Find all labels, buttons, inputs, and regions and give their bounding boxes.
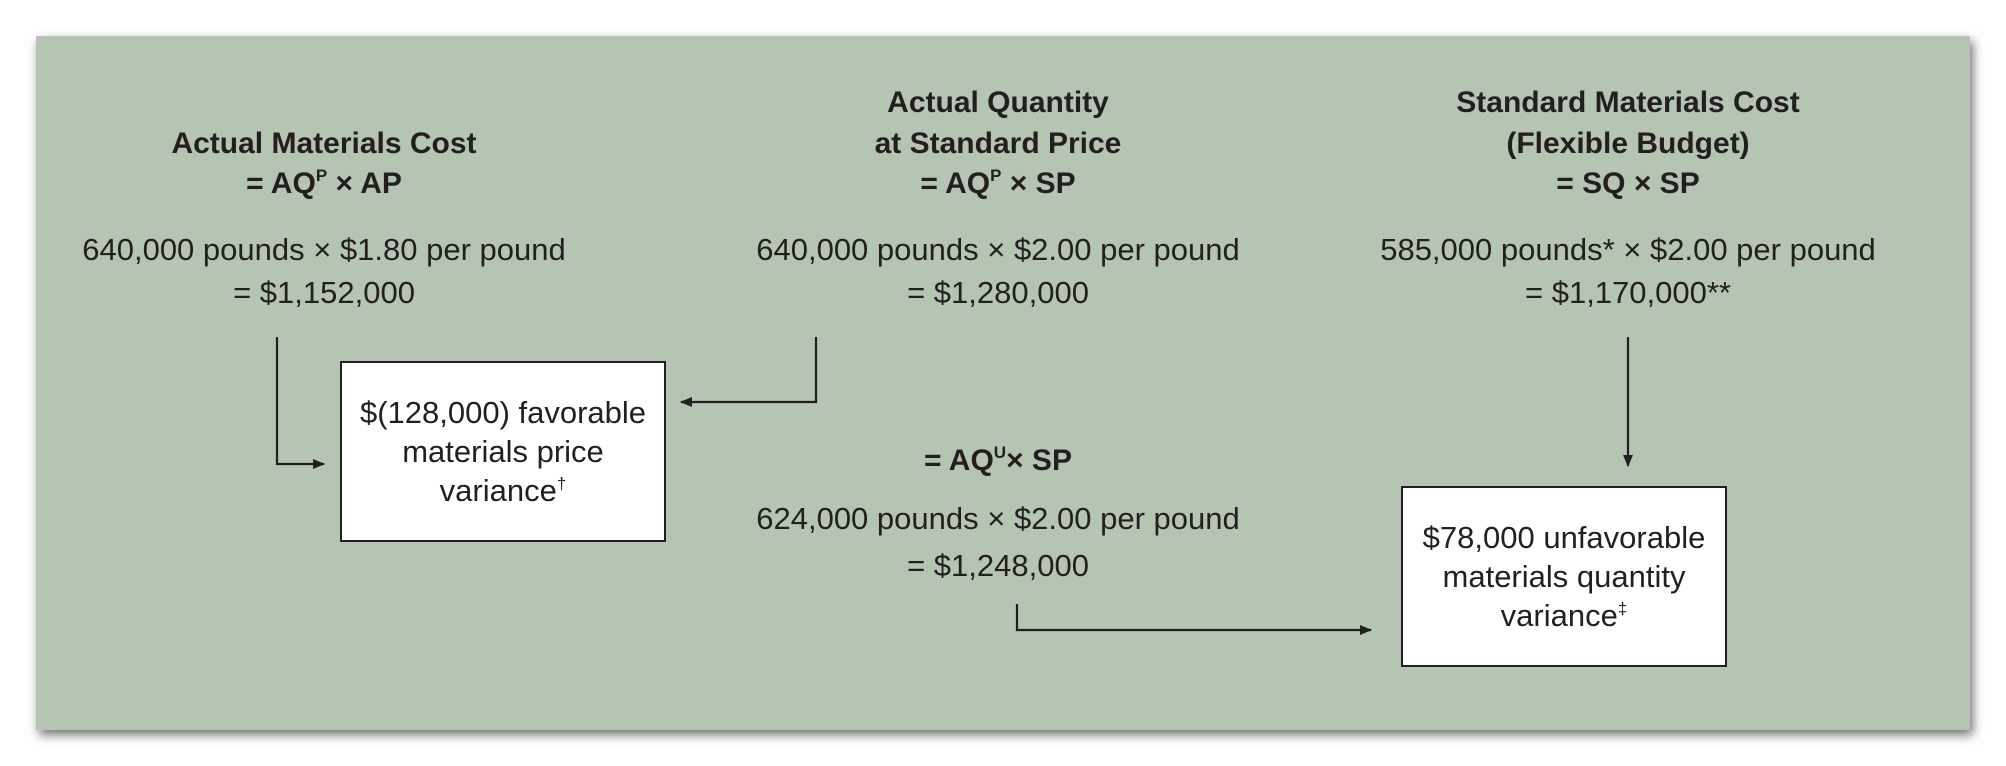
arrow-actual-qty-std-price-to-price-variance (680, 337, 818, 407)
actual-qty-std-price-formula: = AQP × SP (920, 166, 1076, 200)
arrow-actual-cost-to-price-variance (275, 337, 325, 469)
standard-cost-title-line2: (Flexible Budget) (1506, 127, 1750, 160)
price-variance-line2: materials price (402, 434, 604, 469)
actual-qty-used-formula: = AQU× SP (924, 443, 1072, 477)
quantity-variance-line1: $78,000 unfavorable (1422, 520, 1706, 555)
price-variance-line3: variance† (439, 473, 567, 508)
quantity-variance-box: $78,000 unfavorable materials quantity v… (1401, 486, 1727, 667)
double-dagger-mark: ‡ (1617, 599, 1628, 618)
standard-cost-result: = $1,170,000** (1525, 275, 1731, 310)
arrow-actual-qty-used-to-quantity-variance (1015, 604, 1372, 635)
dagger-mark: † (556, 474, 567, 493)
standard-cost-formula: = SQ × SP (1556, 167, 1700, 200)
quantity-variance-line2: materials quantity (1442, 559, 1686, 594)
connector-arrows (275, 337, 1633, 635)
actual-cost-formula: = AQP × AP (246, 166, 402, 200)
price-variance-box: $(128,000) favorable materials price var… (340, 361, 666, 542)
actual-qty-std-price-title-line2: at Standard Price (874, 127, 1122, 160)
actual-cost-title: Actual Materials Cost (171, 127, 477, 160)
actual-qty-std-price-result: = $1,280,000 (907, 275, 1089, 310)
diagram-panel: Actual Materials Cost = AQP × AP 640,000… (36, 36, 1970, 730)
actual-qty-used-result: = $1,248,000 (907, 548, 1089, 583)
quantity-variance-line3: variance‡ (1500, 598, 1628, 633)
price-variance-line1: $(128,000) favorable (359, 395, 647, 430)
actual-qty-std-price-calculation: 640,000 pounds × $2.00 per pound (756, 232, 1240, 267)
actual-qty-std-price-title-line1: Actual Quantity (887, 86, 1109, 119)
standard-cost-title-line1: Standard Materials Cost (1456, 86, 1800, 119)
standard-cost-calculation: 585,000 pounds* × $2.00 per pound (1380, 232, 1876, 267)
actual-qty-used-calculation: 624,000 pounds × $2.00 per pound (756, 501, 1240, 536)
actual-cost-result: = $1,152,000 (233, 275, 415, 310)
actual-cost-calculation: 640,000 pounds × $1.80 per pound (82, 232, 566, 267)
